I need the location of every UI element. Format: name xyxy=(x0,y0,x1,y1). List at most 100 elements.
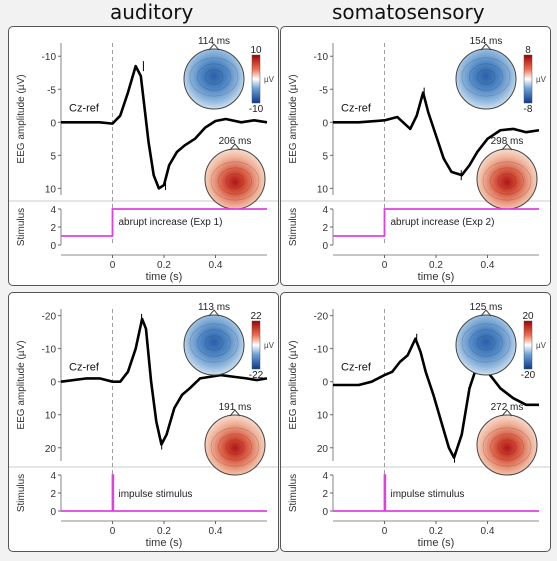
topomap-latency-label: 272 ms xyxy=(491,402,524,413)
y-tick-label: 20 xyxy=(317,444,329,455)
topomap-contour xyxy=(210,427,260,467)
topomap-contour xyxy=(490,433,524,461)
y-axis-label: EEG amplitude (µV) xyxy=(288,74,299,163)
x-tick-label: 0.4 xyxy=(209,260,223,271)
topomap-contour xyxy=(476,69,496,85)
topomap-nose xyxy=(501,143,513,151)
x-tick-label: 0 xyxy=(382,526,388,537)
topomap-contour xyxy=(490,167,524,195)
topomap-contour xyxy=(482,161,532,201)
y-tick-label: -10 xyxy=(42,345,57,356)
x-tick-label: 0.4 xyxy=(481,526,495,537)
stimulus-trace xyxy=(333,474,539,512)
chart-svg: -10 -5 0 5 10 EEG amplitude (µV) 0 2 4 Stimulus Cz… xyxy=(9,36,278,283)
y-tick-label: -5 xyxy=(47,85,56,96)
stimulus-trace xyxy=(61,474,267,512)
stim-tick-label: 0 xyxy=(50,241,56,252)
topomap-contour xyxy=(189,323,239,363)
stimulus-trace xyxy=(333,208,539,237)
stim-tick-label: 0 xyxy=(322,507,328,518)
colorbar-unit: µV xyxy=(264,341,275,350)
stim-axis-label: Stimulus xyxy=(16,474,27,512)
colorbar xyxy=(523,320,533,370)
y-tick-label: -10 xyxy=(42,52,57,63)
y-axis-label: EEG amplitude (µV) xyxy=(16,74,27,163)
x-tick-label: 0.2 xyxy=(429,526,443,537)
topomap-latency-label: 206 ms xyxy=(219,136,252,147)
topomap-contour xyxy=(476,335,496,351)
topomap-nose xyxy=(480,309,492,317)
topomap-contour xyxy=(482,427,532,467)
y-tick-label: -10 xyxy=(314,52,329,63)
y-tick-label: 10 xyxy=(45,411,57,422)
x-tick-label: 0 xyxy=(382,260,388,271)
topomap-contour xyxy=(189,57,239,97)
y-tick-label: 0 xyxy=(50,118,56,129)
topomap-head xyxy=(204,414,266,476)
x-axis-label: time (s) xyxy=(146,271,183,283)
topomap-head xyxy=(455,48,517,110)
eeg-waveform xyxy=(333,337,539,459)
colorbar-unit: µV xyxy=(264,75,275,84)
y-tick-label: 10 xyxy=(45,184,57,195)
topomap-contour xyxy=(218,433,252,461)
stim-axis-label: Stimulus xyxy=(16,208,27,246)
x-axis-label: time (s) xyxy=(418,537,455,549)
topomap-contour xyxy=(197,63,231,91)
panel-somatosensory-step: -10 -5 0 5 10 EEG amplitude (µV) 0 2 4 Stimulus Cz… xyxy=(280,26,551,286)
stim-tick-label: 4 xyxy=(50,205,56,216)
topomap-nose xyxy=(229,143,241,151)
topomap-nose xyxy=(208,309,220,317)
colorbar-min-label: -20 xyxy=(521,370,536,381)
stim-tick-label: 2 xyxy=(322,489,328,500)
topomap-contour xyxy=(210,161,260,201)
stim-tick-label: 0 xyxy=(322,241,328,252)
topomap-contour xyxy=(461,323,511,363)
topomap-nose xyxy=(208,43,220,51)
topomap-contour xyxy=(469,329,503,357)
colorbar-min-label: -10 xyxy=(249,104,264,115)
panel-auditory-impulse: -20 -10 0 10 20 EEG amplitude (µV) 0 2 4 Stimulus… xyxy=(8,292,279,552)
panel-somatosensory-impulse: -20 -10 0 10 20 EEG amplitude (µV) 0 2 4 Stimulus… xyxy=(280,292,551,552)
stimulus-label: impulse stimulus xyxy=(119,489,193,500)
topomap-latency-label: 191 ms xyxy=(219,402,252,413)
topomap-contour xyxy=(461,57,511,97)
stim-axis-label: Stimulus xyxy=(288,208,299,246)
topomap-contour xyxy=(204,335,224,351)
y-tick-label: -5 xyxy=(319,85,328,96)
stim-tick-label: 4 xyxy=(322,471,328,482)
eeg-waveform xyxy=(61,64,268,190)
topomap-head xyxy=(476,414,538,476)
x-tick-label: 0.2 xyxy=(157,260,171,271)
x-tick-label: 0.4 xyxy=(481,260,495,271)
stim-tick-label: 4 xyxy=(50,471,56,482)
x-tick-label: 0 xyxy=(110,526,116,537)
colorbar-unit: µV xyxy=(536,75,547,84)
stim-tick-label: 2 xyxy=(50,489,56,500)
column-title-somatosensory: somatosensory xyxy=(332,0,485,24)
y-tick-label: 20 xyxy=(45,444,57,455)
y-tick-label: -20 xyxy=(42,312,57,323)
topomap-latency-label: 114 ms xyxy=(198,36,230,47)
topomap-latency-label: 154 ms xyxy=(470,36,503,47)
reference-label: Cz-ref xyxy=(341,102,372,114)
chart-svg: -20 -10 0 10 20 EEG amplitude (µV) 0 2 4 Stimulus… xyxy=(281,302,550,549)
stimulus-label: impulse stimulus xyxy=(391,489,465,500)
topomap-contour xyxy=(197,329,231,357)
y-tick-label: 0 xyxy=(322,378,328,389)
y-tick-label: 10 xyxy=(317,184,329,195)
y-axis-label: EEG amplitude (µV) xyxy=(16,340,27,429)
topomap-head xyxy=(183,48,245,110)
topomap-latency-label: 113 ms xyxy=(198,302,230,313)
colorbar-min-label: -22 xyxy=(249,370,264,381)
chart-svg: -10 -5 0 5 10 EEG amplitude (µV) 0 2 4 Stimulus Cz… xyxy=(281,36,550,283)
stim-tick-label: 4 xyxy=(322,205,328,216)
topomap-nose xyxy=(480,43,492,51)
y-tick-label: 10 xyxy=(317,411,329,422)
topomap-nose xyxy=(501,409,513,417)
chart-svg: -20 -10 0 10 20 EEG amplitude (µV) 0 2 4 Stimulus… xyxy=(9,302,278,549)
reference-label: Cz-ref xyxy=(69,102,100,114)
topomap-head xyxy=(455,314,517,376)
topomap-contour xyxy=(225,439,245,455)
topomap-contour xyxy=(469,63,503,91)
